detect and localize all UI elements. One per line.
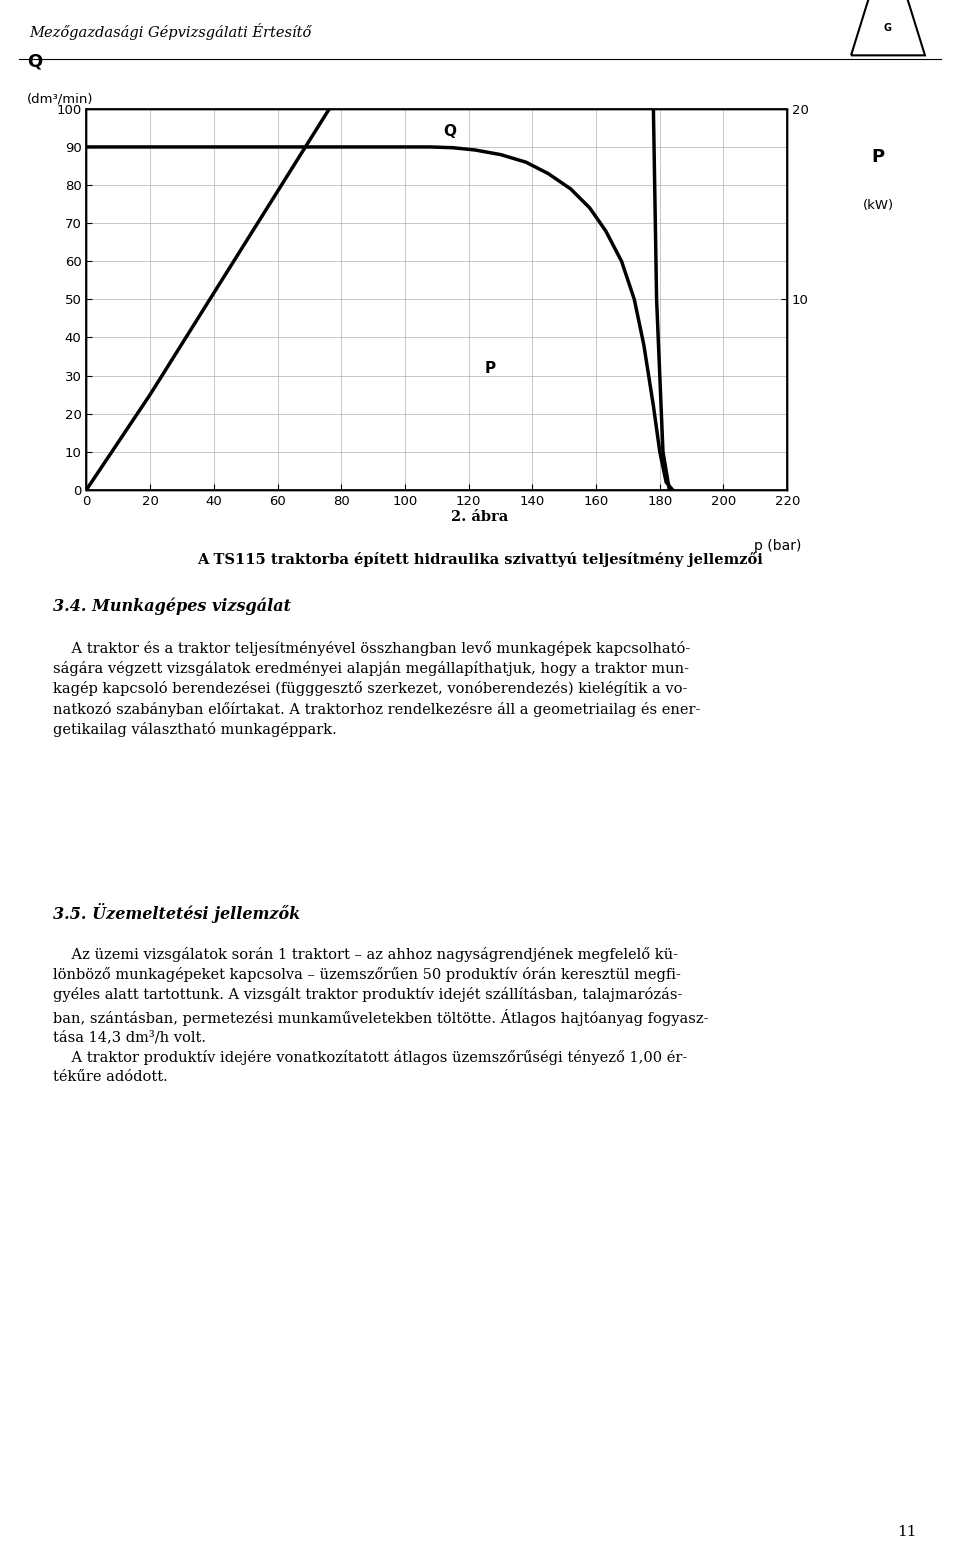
Text: (dm³/min): (dm³/min) [27,92,93,106]
Text: P: P [872,148,885,166]
Text: Az üzemi vizsgálatok során 1 traktort – az ahhoz nagyságrendjének megfelelő kü-
: Az üzemi vizsgálatok során 1 traktort – … [53,947,708,1084]
Text: P: P [485,361,495,375]
Text: Q: Q [444,124,456,140]
Text: A traktor és a traktor teljesítményével összhangban levő munkagépek kapcsolható-: A traktor és a traktor teljesítményével … [53,641,700,737]
Text: 3.4. Munkagépes vizsgálat: 3.4. Munkagépes vizsgálat [53,597,291,614]
Text: G: G [884,23,892,33]
Text: Mezőgazdasági Gépvizsgálati Értesítő: Mezőgazdasági Gépvizsgálati Értesítő [29,23,311,39]
Text: p (bar): p (bar) [754,540,802,554]
Text: Q: Q [27,53,42,70]
Text: (kW): (kW) [863,199,894,211]
Text: 3.5. Üzemeltetési jellemzők: 3.5. Üzemeltetési jellemzők [53,903,300,924]
Text: A TS115 traktorba épített hidraulika szivattyú teljesítmény jellemzői: A TS115 traktorba épített hidraulika szi… [197,552,763,568]
Text: 11: 11 [898,1525,917,1539]
Text: 2. ábra: 2. ábra [451,510,509,524]
